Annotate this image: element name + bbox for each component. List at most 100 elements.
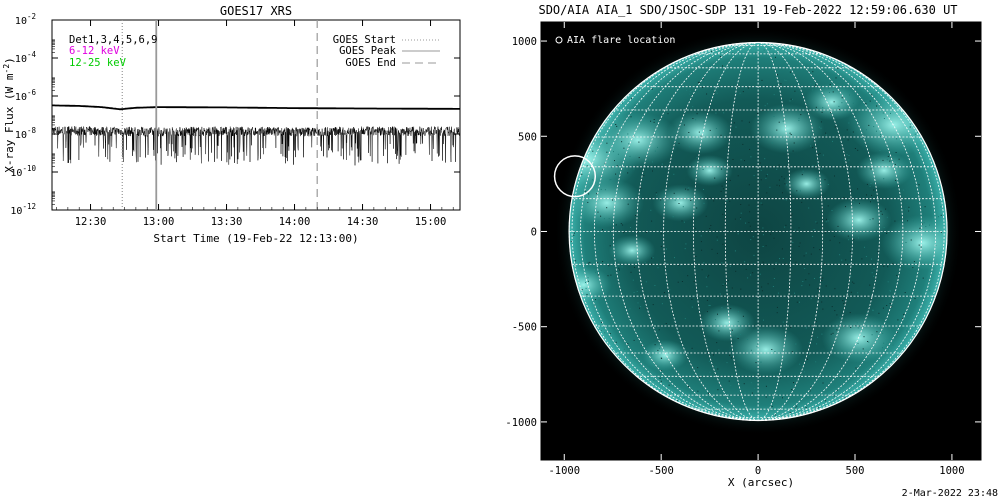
disk-speckle [870, 168, 872, 170]
disk-speckle [825, 134, 827, 136]
disk-speckle [903, 313, 905, 315]
disk-speckle [638, 351, 640, 353]
disk-speckle [820, 127, 822, 129]
legend-label-goes-end: GOES End [345, 57, 396, 69]
grid-longitude-line [758, 42, 923, 421]
disk-speckle [812, 165, 814, 167]
disk-speckle [757, 343, 758, 345]
disk-speckle [921, 223, 923, 225]
disk-speckle [706, 352, 708, 354]
disk-speckle [728, 380, 730, 382]
disk-speckle [757, 115, 759, 117]
disk-speckle [889, 289, 891, 291]
disk-speckle [774, 351, 776, 352]
disk-speckle [731, 287, 733, 289]
disk-speckle [708, 72, 710, 73]
disk-speckle [620, 223, 622, 225]
disk-speckle [740, 204, 742, 205]
disk-speckle [796, 301, 798, 303]
disk-speckle [834, 175, 835, 177]
disk-speckle [598, 221, 600, 223]
disk-speckle [755, 362, 757, 364]
disk-speckle [745, 268, 747, 270]
disk-speckle [725, 238, 726, 240]
disk-speckle [705, 215, 707, 217]
disk-speckle [621, 141, 623, 143]
goes-y-axis-label-close: ) [3, 57, 16, 64]
disk-speckle [587, 277, 589, 279]
disk-speckle [731, 357, 732, 359]
disk-speckle [789, 411, 791, 413]
disk-speckle [821, 301, 823, 303]
disk-speckle [815, 198, 817, 200]
active-region [821, 313, 897, 363]
disk-speckle [871, 334, 873, 336]
disk-speckle [879, 150, 881, 151]
disk-speckle [748, 323, 750, 325]
disk-speckle [615, 173, 617, 175]
active-region [569, 178, 645, 228]
disk-speckle [736, 335, 738, 337]
disk-speckle [940, 206, 942, 208]
disk-speckle [831, 306, 833, 308]
disk-speckle [844, 302, 846, 304]
goes-channel-labels: Det1,3,4,5,6,9 6-12 keV 12-25 keV [69, 34, 158, 69]
disk-speckle [687, 189, 689, 191]
disk-speckle [798, 117, 800, 119]
disk-speckle [630, 271, 632, 273]
disk-speckle [907, 328, 909, 330]
disk-speckle [714, 319, 716, 321]
disk-speckle [586, 294, 588, 296]
disk-speckle [741, 120, 743, 122]
disk-speckle [790, 214, 792, 216]
disk-speckle [723, 112, 725, 114]
disk-speckle [691, 306, 693, 308]
disk-speckle [859, 202, 860, 204]
disk-speckle [654, 285, 656, 286]
y-tick-exponent: -12 [22, 202, 36, 211]
disk-speckle [677, 281, 679, 283]
disk-speckle [681, 281, 683, 282]
disk-speckle [883, 118, 885, 119]
disk-speckle [716, 236, 718, 238]
disk-speckle [715, 90, 717, 92]
legend-label-goes-peak: GOES Peak [339, 45, 397, 57]
disk-speckle [633, 135, 635, 137]
disk-speckle [880, 215, 882, 217]
disk-speckle [789, 100, 791, 102]
disk-speckle [820, 72, 822, 74]
disk-speckle [801, 174, 803, 176]
grid-longitude-line [758, 42, 937, 421]
disk-speckle [847, 235, 849, 237]
goes-markers-layer [121, 20, 318, 210]
disk-speckle [777, 74, 778, 76]
disk-speckle [853, 201, 855, 203]
disk-speckle [639, 105, 641, 107]
disk-speckle [697, 89, 699, 90]
disk-speckle [743, 383, 745, 385]
disk-speckle [589, 225, 591, 227]
disk-speckle [666, 248, 667, 250]
disk-speckle [790, 134, 792, 135]
disk-speckle [865, 79, 867, 81]
disk-speckle [855, 367, 857, 369]
aia-x-tick-label: 1000 [939, 465, 964, 477]
disk-speckle [848, 239, 850, 241]
disk-speckle [677, 332, 679, 334]
disk-speckle [590, 230, 592, 232]
disk-speckle [658, 347, 660, 349]
disk-speckle [764, 105, 766, 107]
aia-title: SDO/AIA AIA_1 SDO/JSOC-SDP 131 19-Feb-20… [538, 3, 957, 17]
disk-speckle [798, 245, 800, 247]
disk-speckle [784, 183, 786, 185]
disk-speckle [792, 241, 794, 243]
disk-speckle [785, 199, 787, 201]
disk-speckle [799, 363, 801, 365]
disk-speckle [684, 248, 686, 250]
disk-speckle [789, 71, 791, 73]
disk-speckle [785, 263, 787, 264]
disk-speckle [813, 73, 815, 75]
disk-speckle [825, 395, 827, 397]
disk-speckle [702, 85, 704, 87]
disk-speckle [773, 237, 775, 239]
